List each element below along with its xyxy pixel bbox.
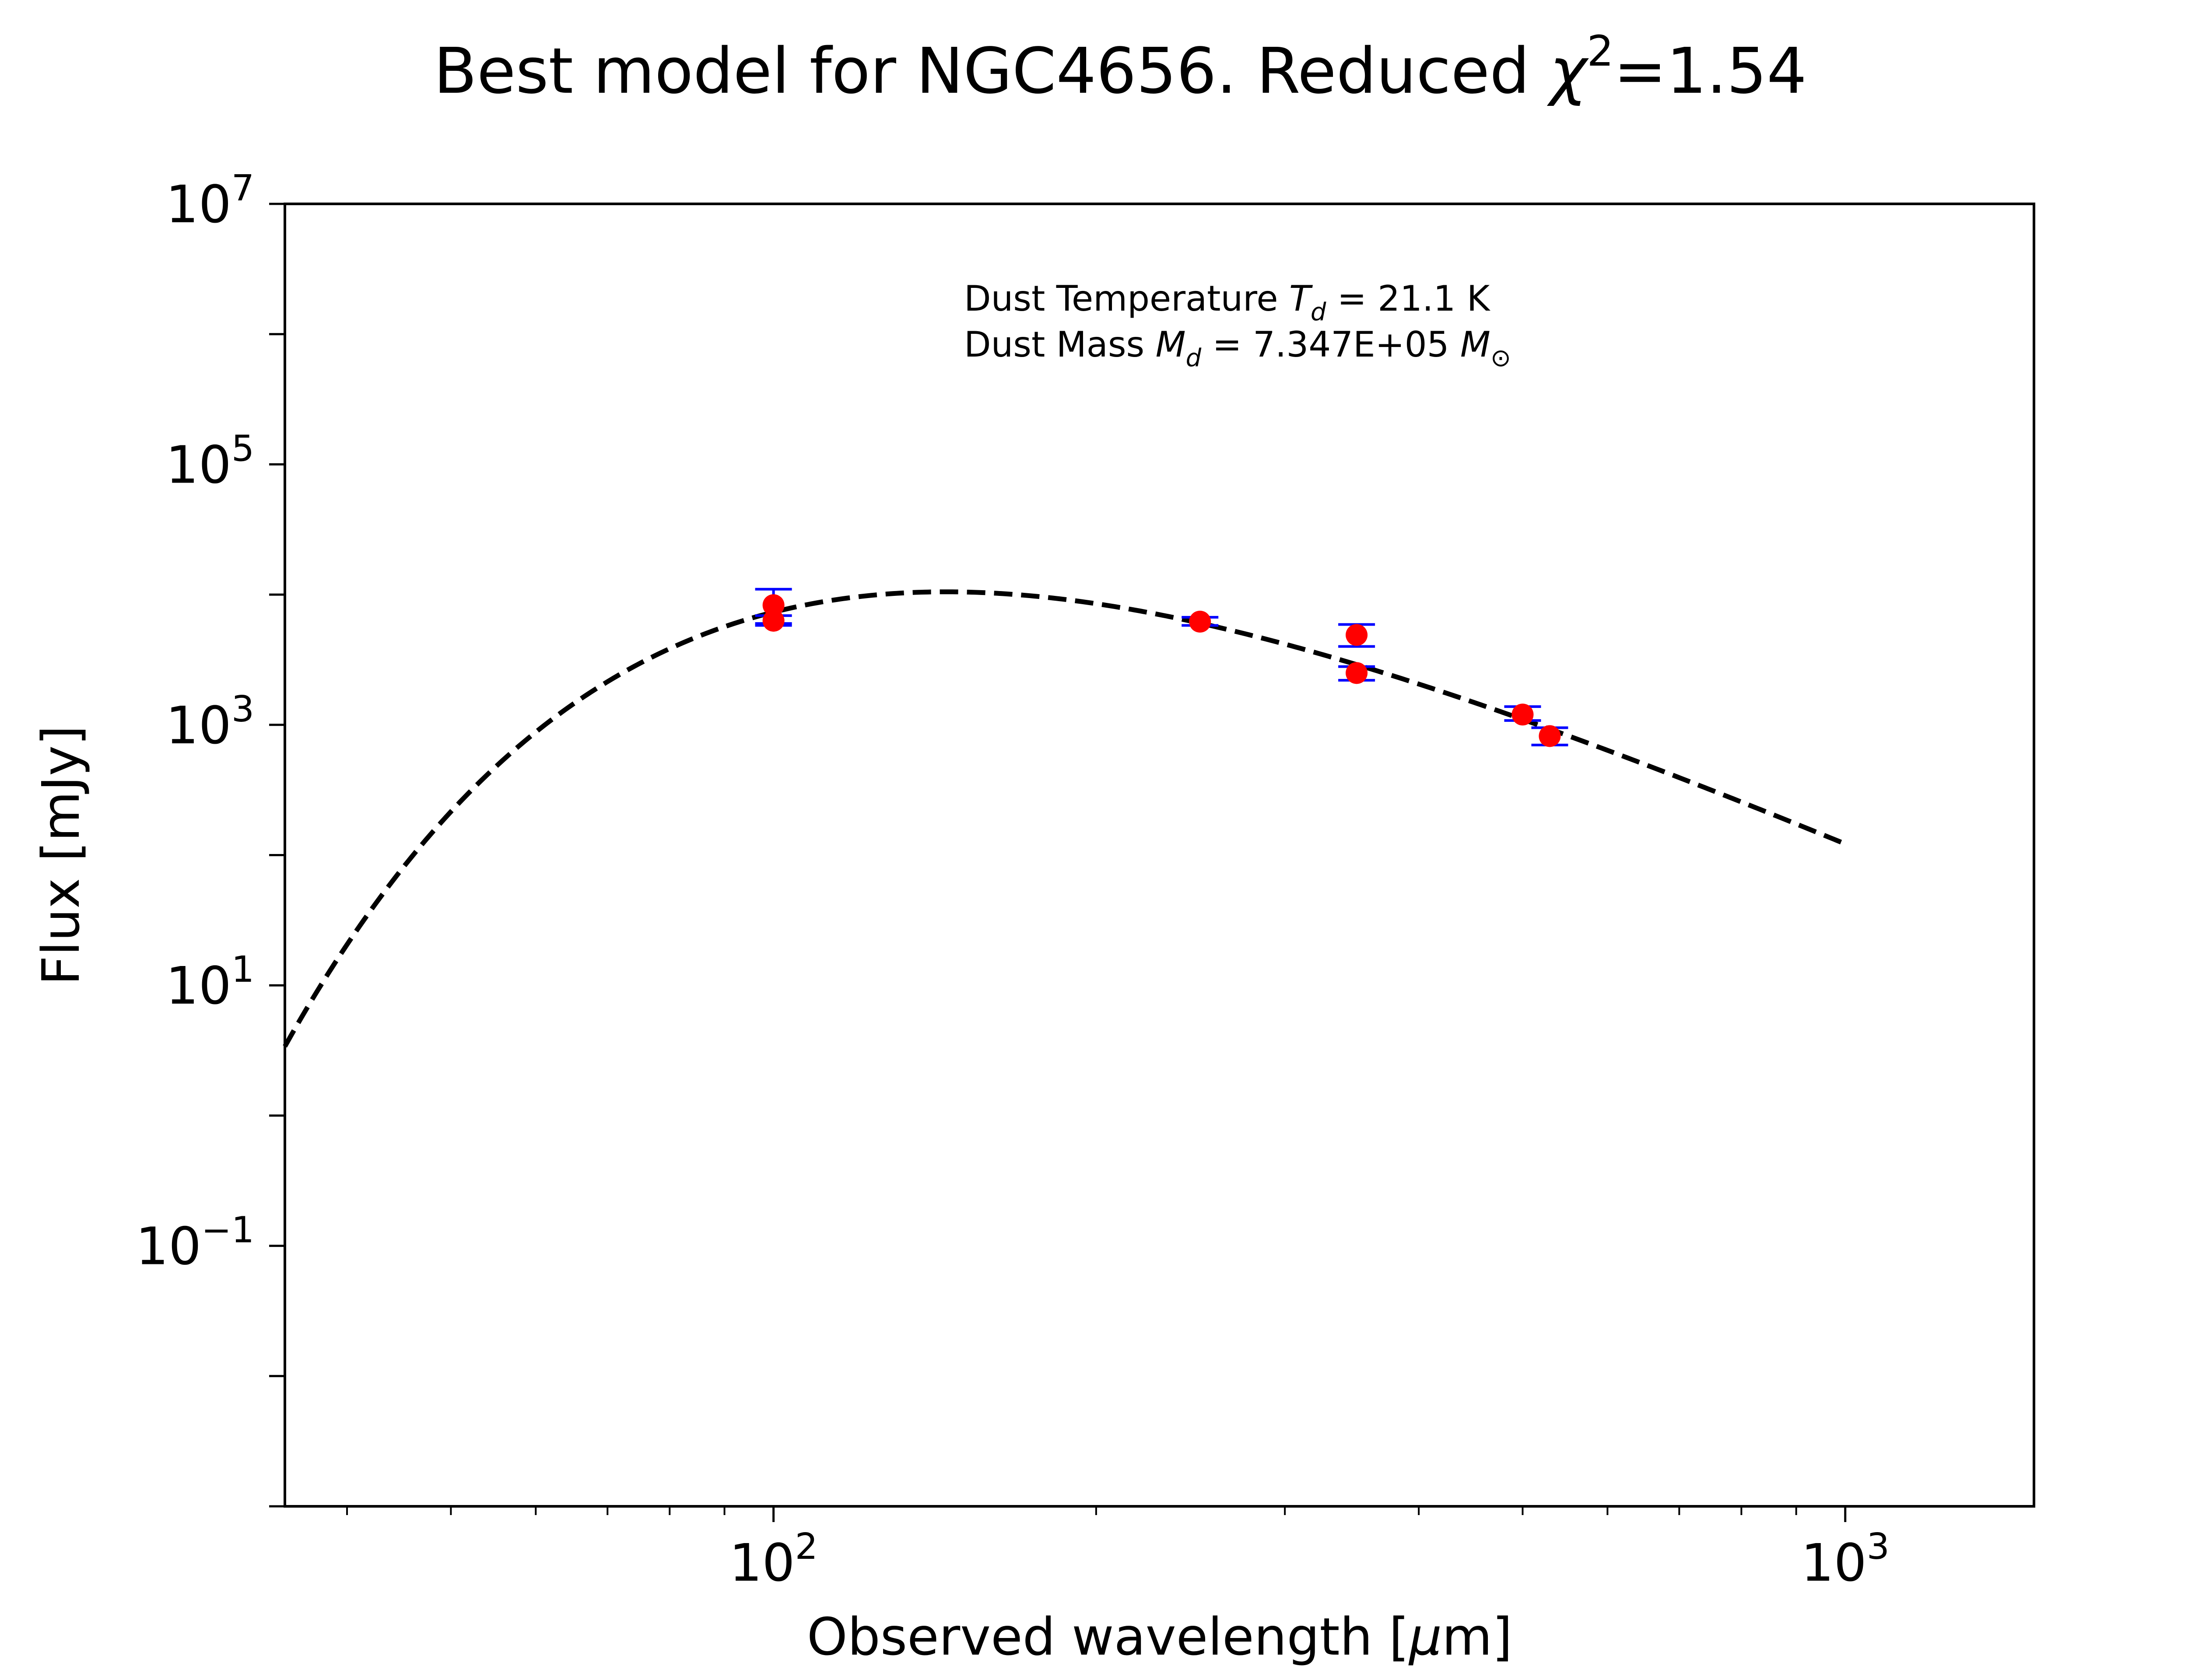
x-axis-ticks: 102 103 xyxy=(346,1506,1890,1593)
y-tick-exponent: 1 xyxy=(231,949,254,990)
y-tick-exponent: −1 xyxy=(201,1210,254,1251)
y-tick-exponent: 5 xyxy=(231,428,254,469)
data-marker xyxy=(762,594,785,616)
observation-point xyxy=(1338,623,1375,648)
x-tick-label: 102 xyxy=(729,1526,817,1593)
y-tick-label: 10−1 xyxy=(136,1210,254,1277)
observation-point xyxy=(1338,662,1375,684)
y-tick-base: 10 xyxy=(166,956,231,1016)
y-tick-label: 105 xyxy=(166,428,254,495)
model-curve xyxy=(283,589,1846,1048)
dust-temperature-annotation: Dust Temperature Td = 21.1 K xyxy=(964,278,1491,326)
y-tick-exponent: 3 xyxy=(231,689,254,730)
annot-mass-sub: d xyxy=(1186,344,1202,372)
x-tick-label: 103 xyxy=(1801,1526,1890,1593)
data-marker xyxy=(1539,725,1561,747)
annot-temp-prefix: Dust Temperature xyxy=(964,278,1289,319)
chart-title: Best model for NGC4656. Reduced χ2=1.54 xyxy=(434,27,1807,108)
x-axis-label: Observed wavelength [μm] xyxy=(807,1606,1512,1667)
annot-mass-var: M xyxy=(1156,324,1186,365)
title-chi-symbol: χ xyxy=(1546,34,1589,108)
dust-mass-annotation: Dust Mass Md = 7.347E+05 M⊙ xyxy=(964,324,1511,372)
y-tick-exponent: 7 xyxy=(231,168,254,209)
title-value: =1.54 xyxy=(1614,34,1807,108)
annot-mass-prefix: Dust Mass xyxy=(964,324,1156,365)
annot-temp-suffix: = 21.1 K xyxy=(1326,278,1490,319)
x-tick-exponent: 2 xyxy=(795,1526,818,1568)
x-tick-exponent: 3 xyxy=(1867,1526,1890,1568)
x-tick-base: 10 xyxy=(729,1533,795,1593)
data-marker xyxy=(1189,610,1211,633)
data-marker xyxy=(762,609,785,632)
annot-mass-unit: M xyxy=(1460,324,1490,365)
observation-point xyxy=(1531,725,1568,747)
y-tick-base: 10 xyxy=(166,434,231,495)
x-label-symbol: μ xyxy=(1408,1606,1442,1667)
annot-mass-suffix: = 7.347E+05 xyxy=(1201,324,1460,365)
data-marker xyxy=(1346,662,1368,684)
y-tick-base: 10 xyxy=(166,695,231,756)
y-tick-label: 103 xyxy=(166,689,254,756)
data-marker xyxy=(1346,624,1368,646)
x-tick-base: 10 xyxy=(1801,1533,1867,1593)
title-superscript: 2 xyxy=(1587,27,1614,76)
x-label-unit: m] xyxy=(1442,1606,1512,1667)
annot-temp-var: T xyxy=(1289,278,1313,319)
x-label-text: Observed wavelength [ xyxy=(807,1606,1409,1667)
observation-point xyxy=(1182,610,1219,633)
y-tick-base: 10 xyxy=(136,1216,201,1277)
y-tick-label: 107 xyxy=(166,168,254,234)
data-marker xyxy=(1511,704,1534,726)
title-text: Best model for NGC4656. Reduced xyxy=(434,34,1550,108)
observation-point xyxy=(1504,704,1541,726)
annot-mass-unit-sub: ⊙ xyxy=(1490,344,1511,372)
y-tick-label: 101 xyxy=(166,949,254,1016)
annot-temp-sub: d xyxy=(1311,298,1326,326)
y-tick-base: 10 xyxy=(166,174,231,234)
y-axis-label: Flux [mJy] xyxy=(31,725,91,985)
observation-points xyxy=(755,588,1568,747)
observation-point xyxy=(755,609,792,632)
plot-frame xyxy=(284,203,2035,1508)
